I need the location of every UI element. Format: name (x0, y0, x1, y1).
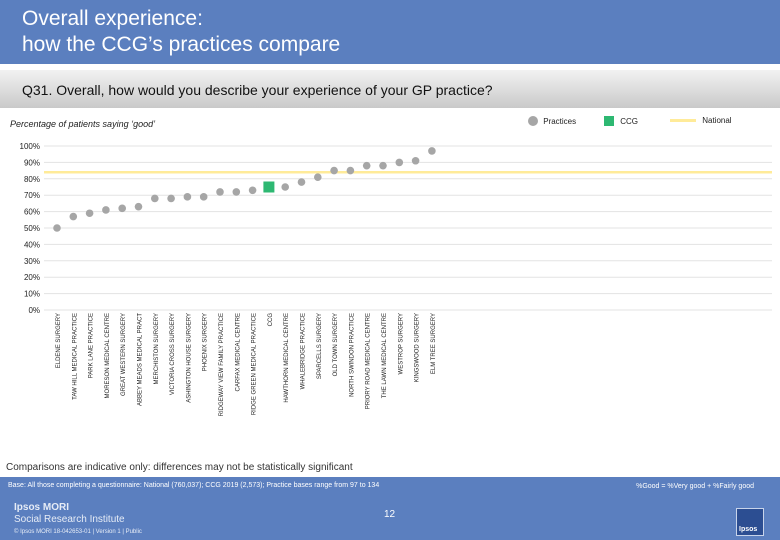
legend-national-label: National (702, 116, 732, 126)
practice-point-0 (53, 224, 61, 232)
y-tick-label-5: 50% (24, 224, 40, 233)
page-title-line-1: Overall experience: (22, 7, 203, 30)
practice-point-6 (151, 194, 159, 203)
ipsos-mori-brand: Ipsos MORI Social Research Institute (14, 502, 125, 526)
x-category-label-2: PARK LANE PRACTICE (89, 313, 95, 378)
x-category-label-7: VICTORIA CROSS SURGERY (170, 313, 176, 395)
x-category-label-10: RIDGEWAY VIEW FAMILY PRACTICE (219, 313, 225, 416)
header-banner: Overall experience: how the CCG’s practi… (0, 0, 780, 64)
legend-national: National (670, 116, 732, 125)
y-tick-label-8: 80% (24, 175, 40, 184)
x-category-label-17: OLD TOWN SURGERY (333, 313, 339, 376)
practice-point-19 (362, 161, 371, 170)
x-category-label-9: PHOENIX SURGERY (203, 313, 209, 371)
question-text: Q31. Overall, how would you describe you… (22, 82, 493, 98)
practice-point-15 (297, 178, 306, 186)
x-category-label-18: NORTH SWINDON PRACTICE (349, 313, 355, 397)
legend-ccg-square-icon (604, 116, 614, 126)
good-definition: %Good = %Very good + %Fairly good (636, 483, 754, 490)
x-category-label-20: THE LAWN MEDICAL CENTRE (382, 313, 388, 398)
practice-point-1 (69, 212, 78, 221)
practice-point-14 (281, 183, 290, 191)
y-tick-label-9: 90% (24, 158, 40, 167)
practice-point-9 (199, 193, 208, 201)
x-category-label-1: TAW HILL MEDICAL PRACTICE (72, 313, 78, 400)
practice-point-16 (314, 173, 322, 181)
practice-point-11 (232, 188, 241, 196)
practice-point-7 (167, 194, 175, 203)
x-category-label-4: GREAT WESTERN SURGERY (121, 313, 127, 396)
legend-practices: Practices (528, 116, 576, 126)
practice-point-12 (248, 186, 257, 195)
practice-point-18 (346, 166, 355, 175)
x-category-label-11: CARFAX MEDICAL CENTRE (235, 313, 241, 391)
x-category-label-6: MERCHISTON SURGERY (154, 313, 160, 384)
chart-subtitle: Percentage of patients saying ‘good’ (10, 119, 156, 129)
base-text: Base: All those completing a questionnai… (8, 482, 380, 489)
practice-point-8 (183, 193, 192, 201)
x-category-label-3: MORESON MEDICAL CENTRE (105, 313, 111, 398)
ipsos-logo-text: Ipsos (739, 526, 758, 533)
y-tick-label-4: 40% (24, 240, 40, 249)
copyright-text: © Ipsos MORI 18-042653-01 | Version 1 | … (14, 529, 142, 535)
chart-svg: 0% 10% 20% 30% 40% 50% 60% 70% 80% 90% 100% ELDENE … (20, 142, 772, 416)
footer-banner: Base: All those completing a questionnai… (0, 477, 780, 540)
ipsos-logo: Ipsos (736, 508, 764, 536)
legend-ccg-label: CCG (620, 116, 639, 126)
y-tick-label-3: 30% (24, 257, 40, 266)
practice-point-2 (85, 209, 94, 218)
y-tick-label-6: 60% (24, 208, 40, 217)
x-category-label-15: WHALEBRIDGE PRACTICE (301, 313, 307, 389)
y-tick-label-10: 100% (20, 142, 40, 151)
x-category-label-8: ASHINGTON HOUSE SURGERY (186, 313, 192, 403)
practice-point-20 (379, 161, 387, 170)
x-category-label-5: ABBEY MEADS MEDICAL PRACT (138, 313, 144, 406)
brand-line-2: Social Research Institute (14, 514, 125, 525)
brand-line-1: Ipsos MORI (14, 502, 70, 513)
practice-point-21 (395, 158, 404, 167)
x-category-label-13: CCG (268, 313, 274, 327)
x-category-label-22: KINGSWOOD SURGERY (415, 313, 421, 382)
practice-point-17 (330, 166, 338, 175)
legend-practices-dot-icon (528, 116, 538, 126)
practice-point-5 (134, 202, 143, 211)
practice-point-23 (428, 147, 436, 155)
page-title: Overall experience: how the CCG’s practi… (22, 6, 542, 58)
x-category-label-12: RIDGE GREEN MEDICAL PRACTICE (252, 313, 258, 415)
ccg-marker (263, 181, 275, 193)
legend-national-line-icon (670, 119, 696, 123)
x-category-label-23: ELM TREE SURGERY (431, 313, 437, 374)
y-tick-label-7: 70% (24, 191, 40, 200)
legend-practices-label: Practices (543, 116, 577, 126)
practice-point-3 (102, 206, 110, 214)
legend-ccg: CCG (604, 116, 638, 126)
x-category-label-0: ELDENE SURGERY (56, 313, 62, 368)
practice-point-4 (118, 204, 126, 213)
x-category-label-19: PRIORY ROAD MEDICAL CENTRE (366, 313, 372, 409)
x-category-label-21: WESTROP SURGERY (398, 313, 404, 374)
y-tick-label-2: 20% (24, 273, 40, 282)
question-bar: Q31. Overall, how would you describe you… (0, 70, 780, 108)
practice-point-10 (216, 188, 224, 196)
comparison-note: Comparisons are indicative only: differe… (6, 462, 353, 473)
y-tick-label-0: 0% (28, 306, 40, 315)
x-category-label-16: SPARCELLS SURGERY (317, 313, 323, 379)
page-number: 12 (384, 509, 396, 520)
x-category-label-14: HAWTHORN MEDICAL CENTRE (284, 313, 290, 403)
page-title-line-2: how the CCG’s practices compare (22, 33, 341, 56)
practice-point-22 (411, 156, 420, 165)
y-tick-label-1: 10% (24, 290, 40, 299)
